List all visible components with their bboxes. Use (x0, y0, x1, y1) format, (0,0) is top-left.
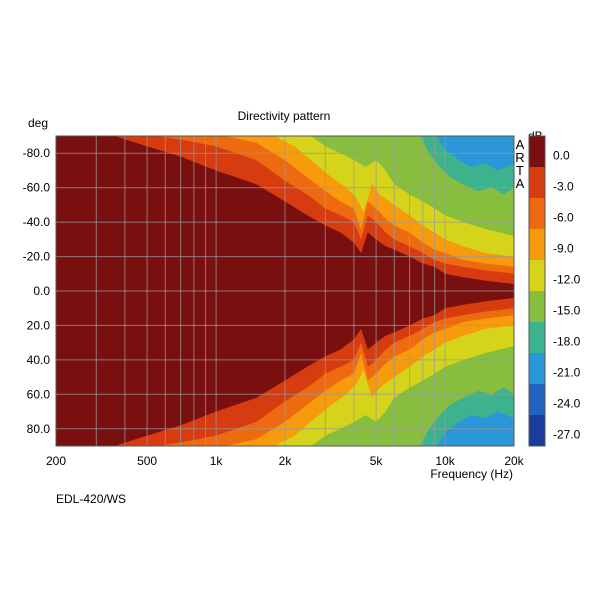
level-band-minus-15db-lower (56, 346, 514, 446)
colorbar-label: -18.0 (553, 335, 581, 349)
y-tick-label: -60.0 (23, 181, 51, 195)
plot-frame (55, 135, 515, 447)
colorbar-swatch (529, 167, 545, 199)
colorbar-label: -12.0 (553, 273, 581, 287)
colorbar: 0.0 -3.0 -6.0 -9.0 -12.0 -15.0 -18.0 -21.0 -24.0… (528, 135, 581, 447)
vendor-mark-letter: A (516, 137, 525, 152)
colorbar-swatch (529, 322, 545, 354)
colorbar-label: -15.0 (553, 304, 581, 318)
colorbar-label: -21.0 (553, 366, 581, 380)
x-tick-label: 1k (210, 454, 224, 468)
colorbar-swatch (529, 136, 545, 168)
chart-title: Directivity pattern (238, 109, 331, 123)
x-axis-ticks: 200 500 1k 2k 5k 10k 20k (46, 454, 525, 468)
colorbar-swatch (529, 291, 545, 323)
grid-lines (56, 136, 514, 446)
x-tick-label: 5k (370, 454, 384, 468)
y-tick-label: 40.0 (27, 353, 51, 367)
colorbar-label: -9.0 (553, 242, 574, 256)
x-axis-label: Frequency (Hz) (430, 467, 513, 481)
level-band-minus-21db-upper (56, 136, 514, 171)
vendor-mark-letter: T (516, 163, 524, 178)
x-tick-label: 500 (137, 454, 157, 468)
vendor-mark-letter: R (515, 150, 524, 165)
y-axis-label: deg (28, 116, 48, 130)
x-tick-label: 10k (435, 454, 455, 468)
x-tick-label: 20k (504, 454, 524, 468)
y-tick-label: -20.0 (23, 250, 51, 264)
x-tick-label: 2k (279, 454, 293, 468)
colorbar-label: -3.0 (553, 180, 574, 194)
y-tick-label: -80.0 (23, 146, 51, 160)
colorbar-label: -27.0 (553, 428, 581, 442)
colorbar-swatch (529, 198, 545, 230)
model-caption: EDL-420/WS (56, 492, 126, 506)
x-tick-label: 200 (46, 454, 66, 468)
y-tick-label: -40.0 (23, 215, 51, 229)
y-tick-label: 20.0 (27, 318, 51, 332)
y-tick-label: 60.0 (27, 387, 51, 401)
colorbar-label: -6.0 (553, 211, 574, 225)
colorbar-swatch (529, 384, 545, 416)
colorbar-label: 0.0 (553, 149, 570, 163)
y-axis-ticks: -80.0 -60.0 -40.0 -20.0 0.0 20.0 40.0 60.0 80.0 (23, 146, 51, 436)
colorbar-swatch (529, 260, 545, 292)
level-band-minus-21db-lower (56, 411, 514, 446)
colorbar-swatch (529, 353, 545, 385)
colorbar-swatch (529, 229, 545, 261)
vendor-mark-letter: A (516, 176, 525, 191)
colorbar-label: -24.0 (553, 397, 581, 411)
y-tick-label: 0.0 (33, 284, 50, 298)
level-band-minus-15db-upper (56, 136, 514, 236)
y-tick-label: 80.0 (27, 422, 51, 436)
colorbar-frame (528, 135, 546, 447)
colorbar-swatch (529, 415, 545, 447)
